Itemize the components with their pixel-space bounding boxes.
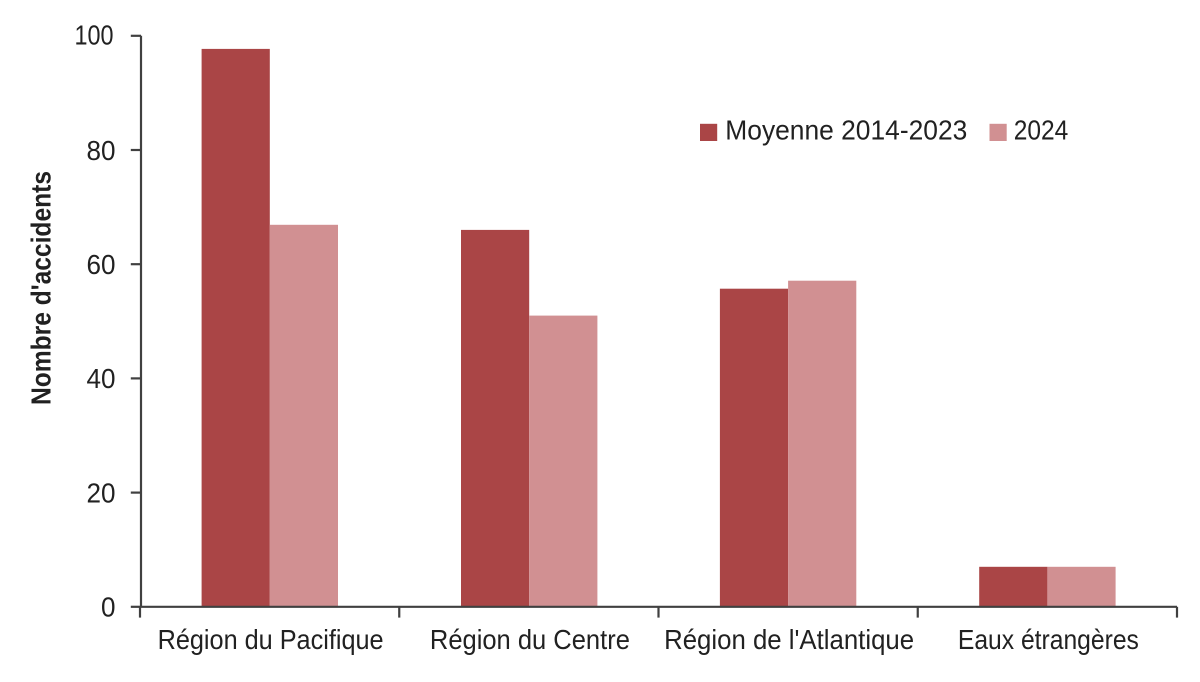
svg-text:Région du Centre: Région du Centre	[430, 624, 630, 655]
svg-text:40: 40	[87, 363, 116, 394]
svg-text:60: 60	[87, 249, 116, 280]
svg-text:100: 100	[75, 20, 114, 51]
svg-text:0: 0	[101, 592, 116, 623]
svg-text:20: 20	[87, 477, 116, 508]
svg-text:Eaux étrangères: Eaux étrangères	[958, 624, 1139, 655]
svg-text:Moyenne 2014-2023: Moyenne 2014-2023	[725, 115, 967, 146]
svg-text:80: 80	[87, 135, 116, 166]
svg-text:2024: 2024	[1014, 115, 1069, 146]
svg-text:Nombre d'accidents: Nombre d'accidents	[25, 171, 56, 405]
svg-text:Région du Pacifique: Région du Pacifique	[158, 624, 384, 655]
svg-text:Région de l'Atlantique: Région de l'Atlantique	[664, 624, 914, 655]
